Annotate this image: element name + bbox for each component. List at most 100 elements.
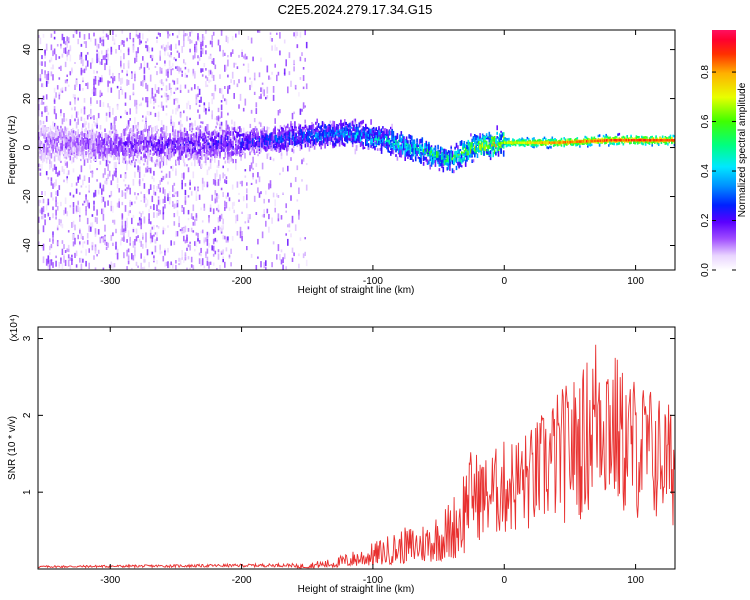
spectrogram-cell (94, 79, 97, 85)
spectrogram-cell (93, 140, 95, 145)
spectrogram-cell (154, 84, 157, 91)
spectrogram-cell (96, 53, 98, 60)
spectrogram-cell (61, 53, 64, 58)
spectrogram-cell (142, 115, 144, 118)
spectrogram-cell (149, 74, 152, 82)
spectrogram-cell (372, 131, 375, 137)
spectrogram-cell (179, 125, 182, 130)
spectrogram-cell (220, 225, 223, 232)
spectrogram-cell (390, 151, 392, 156)
spectrogram-cell (383, 129, 385, 134)
spectrogram-cell (61, 90, 64, 93)
spectrogram-cell (235, 33, 237, 38)
spectrogram-cell (146, 160, 149, 165)
spectrogram-cell (142, 33, 144, 40)
spectrogram-cell (140, 262, 142, 270)
spectrogram-cell (337, 140, 340, 144)
spectrogram-cell (142, 243, 144, 249)
spectrogram-cell (108, 143, 111, 147)
spectrogram-cell (63, 37, 65, 44)
spectrogram-cell (269, 156, 272, 160)
spectrogram-cell (77, 205, 79, 211)
spectrogram-cell (210, 154, 212, 158)
spectrogram-cell (333, 134, 336, 138)
spectrogram-cell (429, 151, 431, 156)
spectrogram-cell (178, 263, 180, 266)
spectrogram-cell (99, 236, 102, 244)
spectrogram-cell (247, 69, 250, 73)
spectrogram-cell (350, 121, 353, 126)
spectrogram-cell (185, 143, 187, 148)
spectrogram-cell (361, 133, 363, 136)
spectrogram-cell (115, 241, 117, 247)
spectrogram-cell (186, 164, 188, 167)
spectrogram-cell (225, 201, 228, 209)
spectrogram-cell (68, 142, 70, 146)
spectrogram-cell (299, 108, 302, 115)
spectrogram-cell (386, 140, 388, 146)
spectrogram-cell (139, 149, 141, 153)
spectrogram-cell (193, 147, 195, 151)
spectrogram-cell (228, 159, 230, 164)
spectrogram-cell (128, 137, 131, 143)
spectrogram-cell (45, 258, 48, 266)
spectrogram-cell (302, 133, 304, 138)
spectrogram-cell (45, 94, 48, 100)
spectrogram-cell (111, 131, 114, 134)
spectrogram-cell (136, 135, 139, 140)
spectrogram-cell (143, 194, 146, 198)
spectrogram-cell (53, 126, 56, 130)
spectrogram-cell (178, 150, 181, 155)
spectrogram-cell (151, 142, 153, 147)
spectrogram-cell (138, 211, 141, 214)
spectrogram-cell (38, 167, 40, 171)
spectrogram-cell (170, 166, 172, 169)
spectrogram-cell (185, 137, 187, 141)
spectrogram-cell (208, 56, 210, 60)
spectrogram-cell (40, 134, 43, 137)
spectrogram-cell (355, 138, 358, 144)
spectrogram-cell (220, 135, 223, 141)
spectrogram-cell (113, 219, 116, 225)
spectrogram-cell (51, 148, 53, 151)
spectrogram-cell (55, 154, 57, 157)
spectrogram-cell (135, 125, 137, 129)
spectrogram-cell (99, 100, 102, 107)
spectrogram-cell (235, 145, 237, 149)
spectrogram-cell (283, 145, 286, 151)
spectrogram-cell (277, 110, 280, 116)
spectrogram-cell (204, 136, 207, 140)
spectrogram-cell (429, 164, 431, 167)
spectrogram-cell (156, 162, 158, 166)
spectrogram-cell (140, 191, 142, 194)
spectrogram-cell (365, 142, 367, 146)
spectrogram-cell (66, 248, 68, 252)
spectrogram-cell (143, 163, 145, 166)
spectrogram-cell (110, 143, 112, 149)
spectrogram-cell (134, 171, 136, 178)
spectrogram-cell (225, 123, 228, 129)
spectrogram-cell (217, 179, 220, 186)
spectrogram-cell (151, 87, 154, 95)
spectrogram-cell (357, 136, 359, 141)
spectrogram-cell (272, 192, 275, 198)
spectrogram-cell (127, 210, 130, 216)
spectrogram-cell (286, 142, 288, 146)
spectrogram-cell (182, 150, 185, 154)
spectrogram-cell (146, 101, 149, 108)
spectrogram-cell (212, 229, 215, 234)
spectrogram-cell (359, 142, 362, 147)
spectrogram-cell (97, 229, 100, 235)
spectrogram-cell (145, 242, 147, 248)
spectrogram-cell (186, 144, 188, 150)
spectrogram-cell (144, 124, 146, 129)
spectrogram-cell (140, 40, 142, 44)
spectrogram-cell (132, 214, 135, 219)
spectrogram-cell (121, 225, 124, 233)
spectrogram-cell (168, 197, 171, 205)
spectrogram-cell (426, 146, 429, 151)
spectrogram-cell (95, 132, 98, 138)
spectrogram-cell (147, 149, 149, 154)
spectrogram-cell (179, 120, 182, 127)
spectrogram-cell (317, 134, 320, 139)
